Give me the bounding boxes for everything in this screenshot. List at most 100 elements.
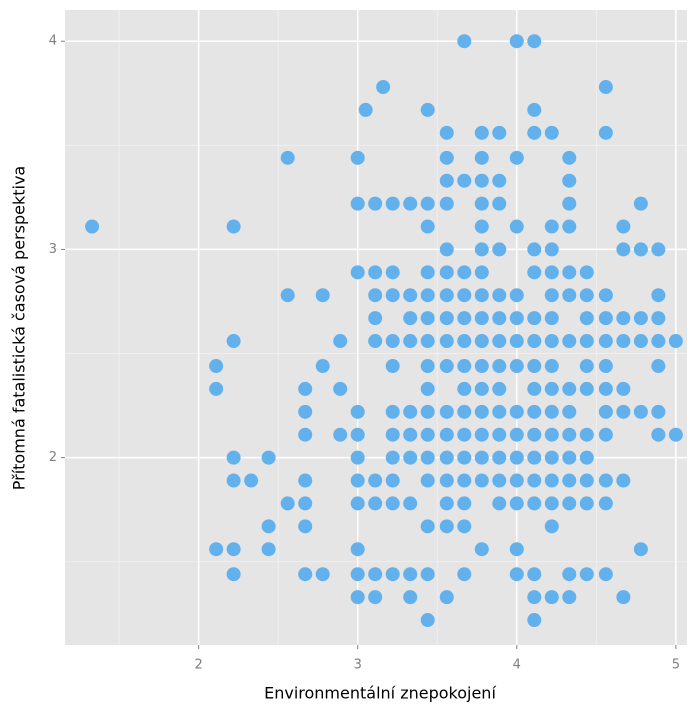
point — [385, 265, 400, 280]
point — [298, 427, 313, 442]
point — [457, 450, 472, 465]
point — [385, 359, 400, 374]
point — [509, 334, 524, 349]
point — [616, 219, 631, 234]
point — [527, 567, 542, 582]
point — [474, 334, 489, 349]
point — [509, 450, 524, 465]
point — [668, 334, 683, 349]
point — [562, 219, 577, 234]
point — [298, 496, 313, 511]
point — [527, 102, 542, 117]
point — [403, 334, 418, 349]
point — [439, 450, 454, 465]
point — [358, 102, 373, 117]
point — [457, 473, 472, 488]
point — [544, 334, 559, 349]
point — [439, 265, 454, 280]
point — [420, 265, 435, 280]
point — [492, 311, 507, 326]
point — [527, 404, 542, 419]
point — [261, 450, 276, 465]
point — [376, 80, 391, 95]
point — [492, 496, 507, 511]
point — [261, 519, 276, 534]
y-tick-label: 3 — [49, 242, 57, 257]
point — [420, 567, 435, 582]
point — [403, 196, 418, 211]
x-tick-label: 4 — [513, 658, 521, 673]
point — [544, 265, 559, 280]
point — [598, 473, 613, 488]
point — [544, 427, 559, 442]
point — [439, 590, 454, 605]
point — [474, 288, 489, 303]
point — [457, 311, 472, 326]
x-tick-label: 2 — [194, 658, 202, 673]
point — [668, 427, 683, 442]
point — [492, 450, 507, 465]
y-axis-title: Přítomná fatalistická časová perspektiva — [10, 166, 29, 490]
point — [457, 519, 472, 534]
point — [368, 496, 383, 511]
point — [420, 427, 435, 442]
point — [420, 311, 435, 326]
point — [385, 450, 400, 465]
point — [457, 404, 472, 419]
point — [616, 334, 631, 349]
point — [420, 334, 435, 349]
point — [598, 359, 613, 374]
point — [385, 196, 400, 211]
point — [544, 381, 559, 396]
point — [579, 288, 594, 303]
point — [298, 473, 313, 488]
point — [492, 125, 507, 140]
point — [298, 519, 313, 534]
point — [457, 496, 472, 511]
point — [403, 450, 418, 465]
point — [474, 265, 489, 280]
point — [492, 196, 507, 211]
point — [562, 173, 577, 188]
point — [280, 150, 295, 165]
point — [633, 404, 648, 419]
point — [439, 311, 454, 326]
point — [527, 334, 542, 349]
point — [544, 219, 559, 234]
point — [527, 427, 542, 442]
point — [403, 288, 418, 303]
point — [280, 496, 295, 511]
point — [261, 542, 276, 557]
point — [651, 404, 666, 419]
point — [509, 542, 524, 557]
point — [579, 496, 594, 511]
point — [598, 125, 613, 140]
point — [562, 404, 577, 419]
point — [350, 450, 365, 465]
point — [385, 473, 400, 488]
point — [350, 590, 365, 605]
point — [598, 80, 613, 95]
point — [420, 288, 435, 303]
point — [616, 404, 631, 419]
point — [509, 404, 524, 419]
point — [350, 265, 365, 280]
point — [457, 265, 472, 280]
point — [509, 288, 524, 303]
point — [474, 173, 489, 188]
point — [350, 404, 365, 419]
point — [527, 450, 542, 465]
point — [474, 311, 489, 326]
point — [474, 196, 489, 211]
point — [527, 359, 542, 374]
point — [403, 567, 418, 582]
point — [474, 542, 489, 557]
point — [527, 590, 542, 605]
point — [651, 334, 666, 349]
point — [527, 242, 542, 257]
point — [439, 288, 454, 303]
point — [598, 496, 613, 511]
point — [298, 404, 313, 419]
point — [457, 334, 472, 349]
